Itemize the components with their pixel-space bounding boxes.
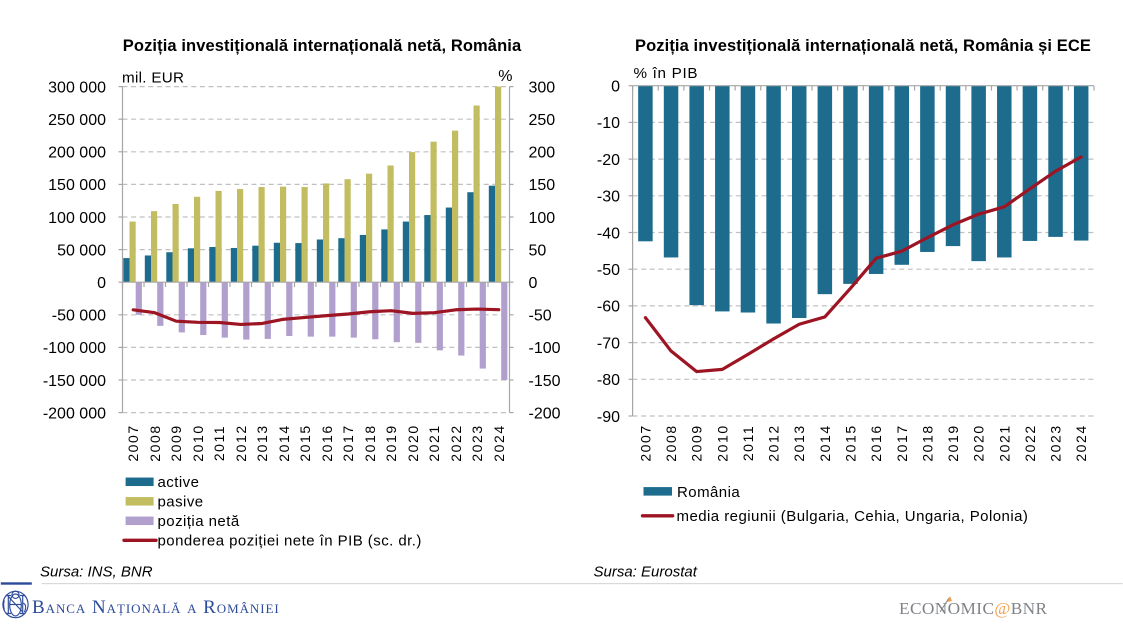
svg-text:-60: -60 [597,299,620,316]
svg-text:2008: 2008 [663,424,679,461]
svg-text:-90: -90 [597,409,620,426]
svg-text:200: 200 [529,145,556,162]
svg-text:2012: 2012 [233,424,249,461]
svg-text:2019: 2019 [945,424,961,461]
svg-text:Sursa: Eurostat: Sursa: Eurostat [594,564,698,581]
svg-text:-50: -50 [597,262,620,279]
svg-text:Poziția investițională interna: Poziția investițională internațională ne… [123,37,522,55]
svg-text:2012: 2012 [766,424,782,461]
svg-text:100: 100 [529,210,556,227]
svg-text:2022: 2022 [448,424,464,461]
svg-text:-30: -30 [597,189,620,206]
svg-text:-10: -10 [597,115,620,132]
svg-text:mil. EUR: mil. EUR [122,70,184,87]
svg-text:2020: 2020 [971,424,987,461]
svg-text:2015: 2015 [843,424,859,461]
svg-text:150: 150 [529,177,556,194]
svg-text:-70: -70 [597,335,620,352]
svg-text:250: 250 [529,112,556,129]
svg-text:Poziția investițională interna: Poziția investițională internațională ne… [635,37,1091,55]
svg-text:Banca Națională a României: Banca Națională a României [32,597,280,618]
svg-text:2017: 2017 [340,424,356,461]
svg-text:Sursa: INS, BNR: Sursa: INS, BNR [40,564,153,581]
svg-text:2007: 2007 [637,424,653,461]
svg-text:2021: 2021 [426,424,442,461]
svg-text:2019: 2019 [383,424,399,461]
svg-text:2008: 2008 [147,424,163,461]
svg-text:2022: 2022 [1022,424,1038,461]
svg-text:0: 0 [97,275,106,292]
svg-text:active: active [158,474,200,491]
svg-text:150 000: 150 000 [48,177,106,194]
svg-text:50 000: 50 000 [57,242,106,259]
svg-text:2009: 2009 [689,424,705,461]
svg-text:2013: 2013 [254,424,270,461]
svg-text:ponderea poziției nete în PIB: ponderea poziției nete în PIB (sc. dr.) [158,533,422,550]
svg-text:2016: 2016 [319,424,335,461]
svg-text:-50: -50 [529,308,552,325]
svg-text:poziția netă: poziția netă [158,513,240,530]
svg-text:2007: 2007 [125,424,141,461]
svg-text:2016: 2016 [868,424,884,461]
svg-text:ECONOMIC@BNR: ECONOMIC@BNR [899,599,1048,618]
svg-text:România: România [677,484,740,501]
svg-text:0: 0 [611,79,620,96]
svg-text:-100 000: -100 000 [43,340,106,357]
svg-text:2010: 2010 [714,424,730,461]
svg-text:-200 000: -200 000 [43,405,106,422]
svg-text:pasive: pasive [158,494,204,511]
svg-text:-80: -80 [597,372,620,389]
svg-text:2014: 2014 [276,424,292,461]
svg-text:300 000: 300 000 [48,79,106,96]
svg-text:2023: 2023 [469,424,485,461]
svg-text:2020: 2020 [405,424,421,461]
svg-text:-50 000: -50 000 [52,308,106,325]
svg-text:2011: 2011 [211,425,227,461]
svg-text:-150: -150 [529,373,561,390]
svg-text:2018: 2018 [362,424,378,461]
svg-text:% în PIB: % în PIB [634,65,699,82]
svg-text:2014: 2014 [817,424,833,461]
svg-text:-20: -20 [597,152,620,169]
svg-text:2010: 2010 [190,424,206,461]
svg-text:2017: 2017 [894,424,910,461]
svg-text:2011: 2011 [740,425,756,461]
svg-text:100 000: 100 000 [48,210,106,227]
svg-text:300: 300 [529,79,556,96]
svg-text:2023: 2023 [1048,424,1064,461]
svg-text:2009: 2009 [168,424,184,461]
svg-text:2015: 2015 [297,424,313,461]
svg-text:2013: 2013 [791,424,807,461]
svg-text:media regiunii (Bulgaria, Cehi: media regiunii (Bulgaria, Cehia, Ungaria… [677,508,1029,525]
svg-text:-40: -40 [597,225,620,242]
svg-text:250 000: 250 000 [48,112,106,129]
svg-text:200 000: 200 000 [48,145,106,162]
svg-text:2024: 2024 [491,424,507,461]
svg-text:-100: -100 [529,340,561,357]
svg-text:0: 0 [529,275,538,292]
svg-text:2018: 2018 [919,424,935,461]
svg-text:-150 000: -150 000 [43,373,106,390]
svg-text:-200: -200 [529,405,561,422]
svg-text:2021: 2021 [996,424,1012,461]
svg-text:%: % [498,68,512,85]
svg-text:50: 50 [529,242,547,259]
svg-text:2024: 2024 [1073,424,1089,461]
